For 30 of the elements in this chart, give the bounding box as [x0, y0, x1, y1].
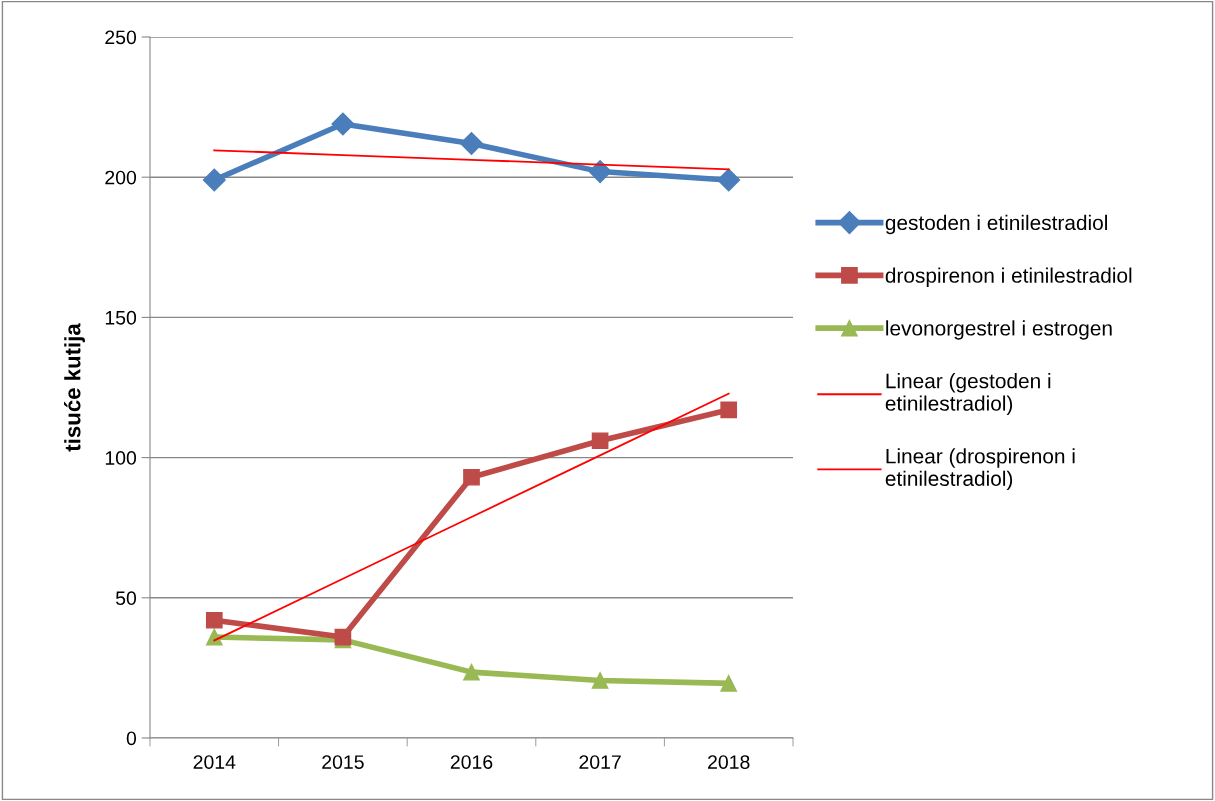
y-axis-title: tisuće kutija [64, 323, 85, 452]
point [588, 160, 612, 184]
point [463, 468, 480, 486]
y-tick-label: 100 [105, 451, 137, 465]
point [591, 672, 609, 689]
point [720, 401, 738, 419]
point [331, 112, 355, 136]
point [463, 663, 480, 681]
x-tick-label: 2018 [708, 755, 750, 769]
x-tick-label: 2015 [322, 755, 364, 769]
x-tick-label: 2016 [450, 755, 493, 769]
x-tick-label: 2014 [193, 755, 236, 769]
point [717, 168, 741, 192]
y-tick-label: 250 [105, 30, 137, 45]
legend-label: Linear (gestoden i etinilestradiol) [885, 373, 1051, 415]
legend-label: gestoden i etinilestradiol [885, 214, 1107, 235]
y-tick-label: 150 [105, 310, 137, 325]
point [205, 628, 223, 646]
y-tick-label: 50 [115, 591, 137, 606]
legend-label: drospirenon i etinilestradiol [885, 267, 1132, 287]
point [205, 611, 223, 629]
legend-label: Linear (drospirenon i etinilestradiol) [885, 448, 1075, 491]
y-tick-label: 200 [105, 170, 137, 185]
point [591, 432, 609, 450]
y-tick-label: 0 [126, 731, 137, 746]
point [720, 674, 738, 692]
point [202, 168, 226, 192]
x-tick-label: 2017 [579, 755, 621, 769]
point [460, 132, 483, 156]
legend-label: levonorgestrel i estrogen [886, 320, 1112, 340]
